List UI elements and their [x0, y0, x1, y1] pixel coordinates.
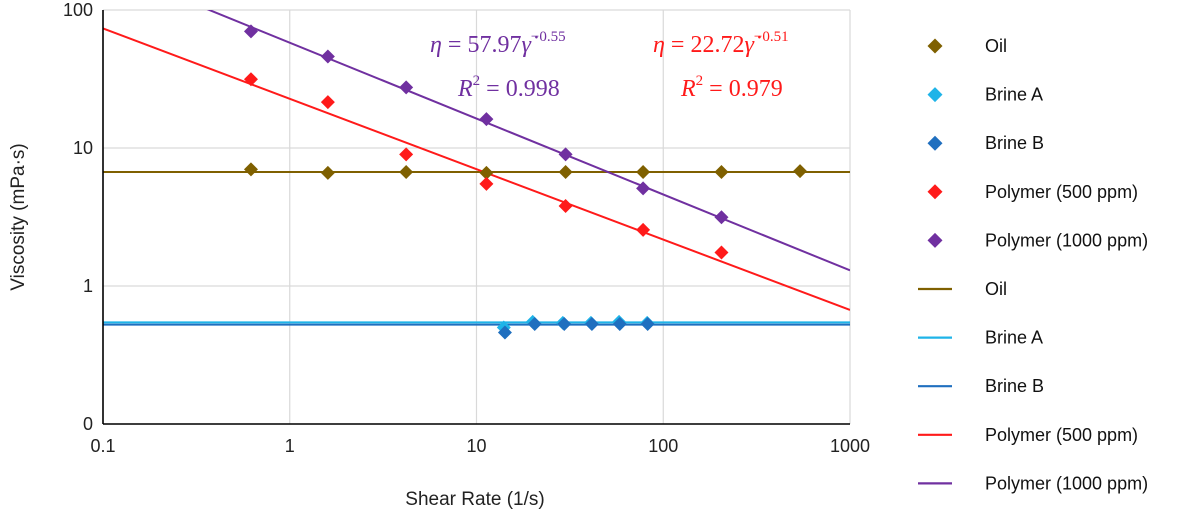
oil-point — [793, 164, 808, 179]
x-tick-label: 100 — [648, 436, 678, 456]
polymer-500-ppm-point — [479, 176, 494, 191]
r-squared: R2 = 0.998 — [457, 73, 560, 102]
legend-label: Brine B — [985, 133, 1044, 153]
y-tick-label: 0 — [83, 414, 93, 434]
axes — [102, 10, 850, 425]
brine-a-legend-marker — [927, 87, 943, 103]
polymer-500-ppm-point — [243, 72, 258, 87]
polymer-500-ppm-legend-marker — [927, 184, 943, 200]
oil-point — [714, 165, 729, 180]
fit-equation: η = 22.72γ̇−0.51 — [653, 29, 789, 58]
oil-point — [399, 165, 414, 180]
legend-label: Polymer (500 ppm) — [985, 425, 1138, 445]
y-tick-label: 10 — [73, 138, 93, 158]
polymer-500-ppm-fit-line — [103, 27, 850, 311]
y-tick-label: 100 — [63, 0, 93, 20]
tick-labels: 0.1 1 10 100 1000 0 1 10 100 — [63, 0, 870, 456]
legend-label: Polymer (500 ppm) — [985, 182, 1138, 202]
x-axis-title: Shear Rate (1/s) — [405, 489, 544, 510]
polymer-1000-ppm-legend-marker — [927, 232, 943, 248]
polymer-500-ppm-point — [636, 222, 651, 237]
r-squared: R2 = 0.979 — [680, 73, 783, 102]
oil-legend-marker — [927, 38, 943, 54]
legend-label: Brine A — [985, 85, 1043, 105]
polymer-1000-ppm-point — [479, 112, 494, 127]
oil-point — [558, 165, 573, 180]
polymer-1000-ppm-point — [636, 181, 651, 196]
polymer-500-ppm-point — [320, 95, 335, 110]
x-tick-label: 0.1 — [90, 436, 115, 456]
legend-label: Oil — [985, 279, 1007, 299]
x-tick-label: 10 — [466, 436, 486, 456]
brine-b-point — [584, 317, 599, 332]
legend: Oil Brine A Brine B Polymer (500 ppm) Polyme… — [918, 36, 1148, 493]
brine-b-point — [527, 317, 542, 332]
polymer-1000-ppm-point — [714, 210, 729, 225]
legend-label: Brine B — [985, 376, 1044, 396]
brine-b-point — [612, 317, 627, 332]
brine-b-legend-marker — [927, 135, 943, 151]
legend-label: Polymer (1000 ppm) — [985, 230, 1148, 250]
polymer-1000-ppm-point — [399, 80, 414, 95]
equations: η = 57.97γ̇−0.55 R2 = 0.998 η = 22.72γ̇−0.… — [430, 29, 789, 102]
brine-b-point — [557, 317, 572, 332]
data-points — [243, 24, 808, 340]
brine-b-point — [497, 325, 512, 340]
legend-label: Polymer (1000 ppm) — [985, 473, 1148, 493]
y-axis-title: Viscosity (mPa·s) — [8, 143, 29, 290]
x-tick-label: 1 — [285, 436, 295, 456]
legend-label: Oil — [985, 36, 1007, 56]
oil-point — [636, 165, 651, 180]
y-tick-label: 1 — [83, 276, 93, 296]
legend-label: Brine A — [985, 328, 1043, 348]
fit-equation: η = 57.97γ̇−0.55 — [430, 29, 566, 58]
polymer-500-ppm-point — [399, 147, 414, 162]
polymer-500-ppm-point — [714, 245, 729, 260]
oil-point — [479, 165, 494, 180]
polymer-1000-ppm-point — [243, 24, 258, 39]
brine-b-point — [640, 317, 655, 332]
polymer-1000-ppm-point — [320, 49, 335, 64]
oil-point — [320, 165, 335, 180]
x-tick-label: 1000 — [830, 436, 870, 456]
oil-point — [243, 162, 258, 177]
polymer-1000-ppm-point — [558, 147, 573, 162]
polymer-500-ppm-point — [558, 198, 573, 213]
